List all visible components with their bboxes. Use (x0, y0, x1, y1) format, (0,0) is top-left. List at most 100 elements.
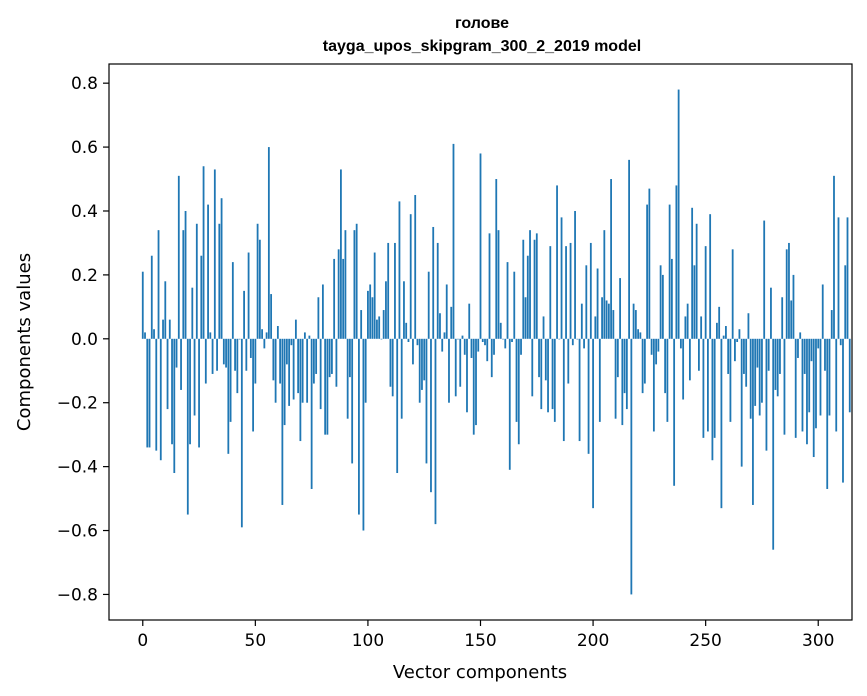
bar (677, 89, 680, 339)
bar (472, 338, 475, 435)
bar (448, 338, 450, 403)
bar (153, 329, 155, 339)
bar (213, 169, 216, 339)
bar (506, 262, 509, 339)
bar (522, 239, 525, 339)
bar (727, 338, 730, 374)
bar (326, 338, 329, 435)
bar (191, 287, 194, 339)
bar (418, 338, 421, 403)
bar (180, 338, 182, 390)
bar (752, 338, 754, 505)
bar (508, 338, 511, 470)
bar (729, 338, 732, 422)
bar (249, 338, 252, 358)
bar (245, 338, 248, 371)
bar (412, 338, 414, 365)
bar (328, 338, 331, 378)
bar (821, 284, 824, 339)
bar (430, 338, 432, 493)
bar (716, 322, 718, 339)
bar (819, 338, 822, 416)
bar (648, 188, 651, 339)
bar (535, 233, 538, 339)
bar (794, 338, 797, 438)
bar (646, 204, 649, 339)
bar (747, 313, 750, 339)
bar (220, 198, 223, 339)
bar (209, 332, 212, 339)
bar (709, 214, 712, 339)
x-tick-label: 0 (137, 631, 148, 651)
bar (679, 338, 682, 349)
bar (243, 290, 245, 339)
bar (657, 338, 660, 352)
bar (538, 338, 540, 378)
bar (682, 338, 685, 400)
bar-series (141, 89, 851, 595)
bar (414, 195, 417, 339)
bar (502, 338, 504, 340)
bar (364, 338, 367, 403)
bar (299, 338, 302, 442)
bar (157, 230, 160, 339)
bar (583, 338, 585, 349)
bar (833, 175, 835, 339)
bar (146, 338, 149, 448)
bar (254, 338, 257, 384)
bar (189, 338, 191, 445)
bar (229, 338, 232, 422)
bar (403, 281, 405, 339)
bar (790, 300, 793, 339)
bar (380, 338, 383, 340)
bar (441, 338, 444, 352)
bar (475, 338, 477, 426)
bar (592, 338, 594, 509)
bar (346, 338, 349, 419)
bar (436, 242, 439, 339)
bar (294, 319, 297, 339)
bar (182, 230, 185, 339)
bar (457, 338, 459, 340)
bar (279, 338, 282, 384)
bar (391, 338, 394, 397)
bar (162, 319, 164, 339)
bar (416, 338, 419, 346)
bar (513, 271, 516, 339)
bar (616, 338, 619, 378)
bar (387, 242, 390, 339)
bar (369, 284, 372, 339)
bar (598, 338, 601, 422)
bar (193, 338, 196, 416)
y-tick-label: −0.8 (57, 585, 98, 605)
bar (619, 278, 621, 339)
bar (569, 242, 572, 339)
bar (331, 338, 333, 374)
bar (641, 338, 644, 394)
x-tick-label: 300 (802, 631, 834, 651)
bar (405, 322, 408, 339)
bar (562, 338, 565, 442)
bar (396, 338, 399, 474)
bar (283, 338, 286, 426)
bar (376, 319, 378, 339)
bar (247, 252, 250, 339)
bar (664, 338, 667, 394)
bar (650, 338, 653, 355)
bar (517, 338, 520, 445)
x-axis: 0 50 100 150 200 250 300 (137, 620, 834, 651)
bar (632, 303, 635, 339)
bar (308, 335, 311, 339)
bar (479, 153, 482, 339)
y-tick-label: 0.2 (71, 266, 98, 286)
bar (177, 175, 180, 339)
bar (698, 338, 700, 371)
bar (637, 329, 640, 339)
x-tick-label: 50 (245, 631, 267, 651)
bar (477, 338, 480, 352)
bar (443, 332, 446, 339)
bar (625, 338, 628, 410)
bar (533, 239, 536, 339)
bar (484, 338, 486, 346)
